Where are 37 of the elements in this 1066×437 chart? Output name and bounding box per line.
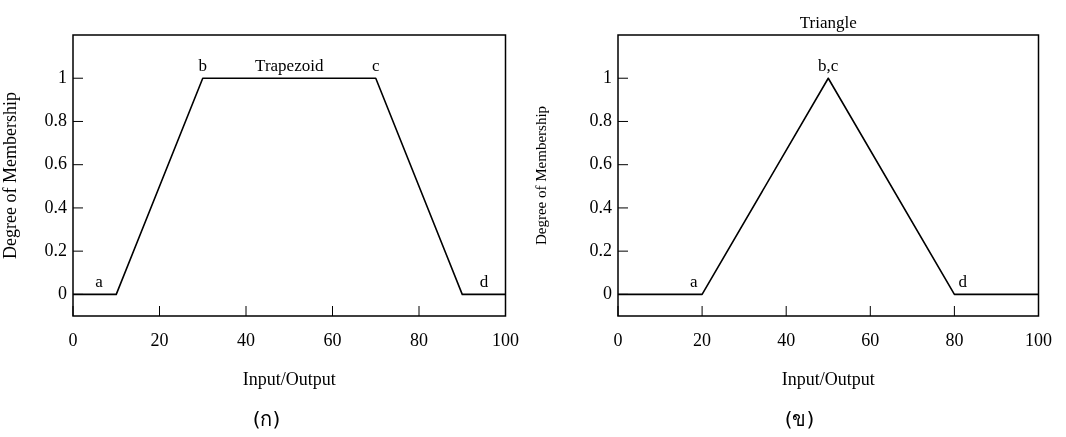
y-tick-label: 1 (58, 66, 67, 87)
y-tick-label: 0 (603, 283, 612, 304)
y-tick-label: 0.4 (589, 196, 612, 217)
x-tick-label: 40 (237, 329, 255, 350)
y-tick-label: 1 (603, 66, 612, 87)
y-tick-label: 0.8 (589, 110, 612, 131)
x-tick-label: 60 (861, 329, 880, 350)
y-tick-label: 0.8 (44, 110, 67, 131)
text: (ข) (783, 406, 816, 433)
x-axis-title: Input/Output (781, 368, 875, 389)
annotation: a (689, 272, 698, 292)
y-tick-label: 0.4 (44, 196, 67, 217)
x-axis-title: Input/Output (242, 368, 336, 389)
x-tick-label: 80 (410, 329, 428, 350)
annotation: d (958, 272, 968, 292)
x-tick-label: 100 (492, 329, 519, 350)
y-tick-label: 0.6 (589, 153, 612, 174)
y-tick-label: 0 (58, 283, 67, 304)
x-tick-label: 60 (323, 329, 342, 350)
y-axis-title: Degree of Membership (532, 105, 549, 246)
text: (ก) (251, 406, 282, 433)
annotation: a (95, 272, 104, 292)
x-tick-label: 100 (1025, 329, 1052, 350)
x-tick-label: 20 (693, 329, 712, 350)
y-tick-label: 0.2 (589, 239, 612, 260)
x-tick-label: 20 (150, 329, 169, 350)
y-tick-label: 0.6 (44, 153, 67, 174)
annotation: Trapezoid (255, 56, 324, 76)
annotation: b (198, 56, 207, 76)
y-axis-title: Degree of Membership (0, 92, 20, 259)
chart-title: Triangle (799, 12, 857, 32)
annotation: c (371, 56, 380, 76)
annotation: d (479, 272, 489, 292)
x-tick-label: 80 (945, 329, 964, 350)
y-tick-label: 0.2 (44, 239, 67, 260)
annotation: b,c (818, 56, 839, 76)
x-tick-label: 40 (777, 329, 796, 350)
